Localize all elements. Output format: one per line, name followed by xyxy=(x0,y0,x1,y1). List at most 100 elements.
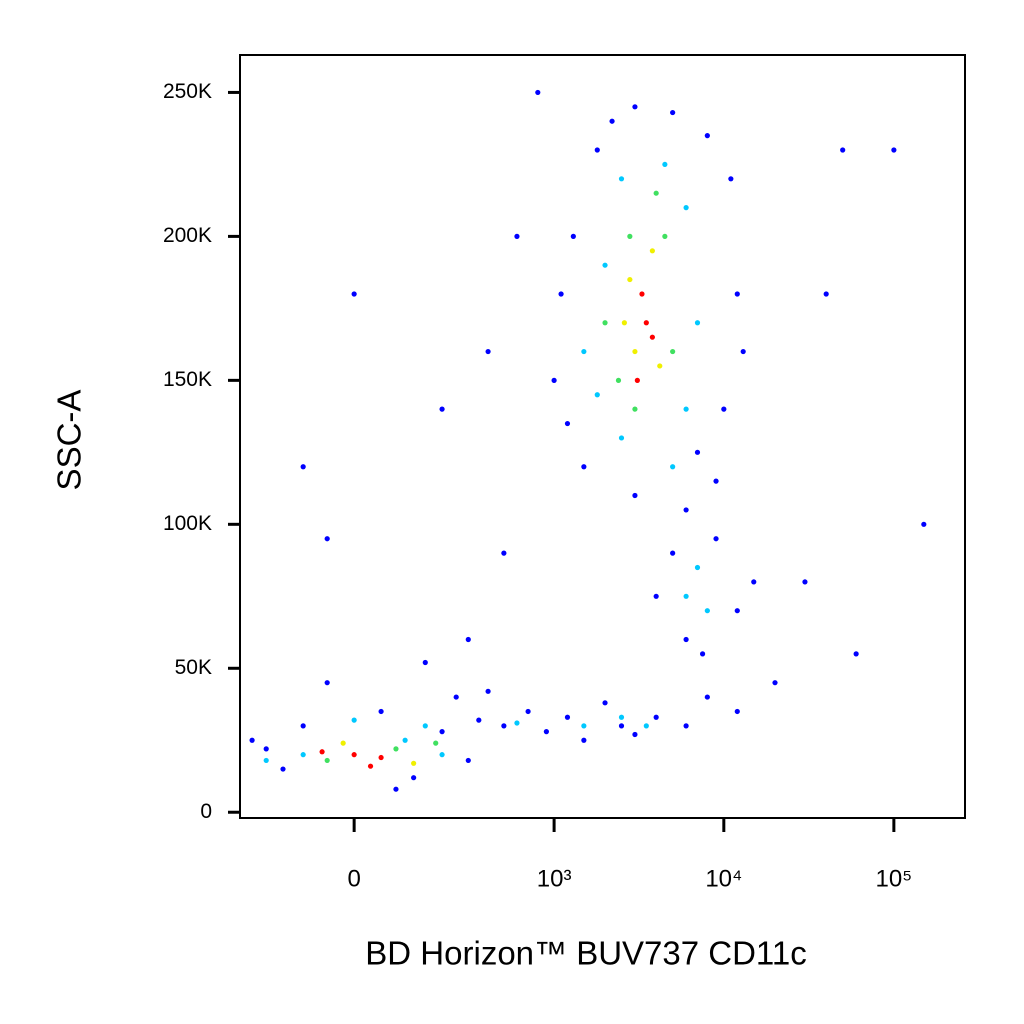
event-dot xyxy=(280,766,286,772)
event-dot xyxy=(263,746,269,752)
event-dot xyxy=(411,760,417,766)
y-axis-title: SSC-A xyxy=(51,390,88,491)
event-dot xyxy=(263,757,269,764)
event-dot xyxy=(535,89,541,96)
event-dot xyxy=(602,320,608,326)
event-dot xyxy=(670,348,676,355)
event-dot xyxy=(324,536,330,542)
event-dot xyxy=(501,550,507,556)
event-dot xyxy=(713,536,719,542)
y-tick-label: 150K xyxy=(163,368,212,391)
event-dot xyxy=(704,694,710,700)
event-dot xyxy=(300,464,306,470)
y-tick-label: 250K xyxy=(163,80,212,103)
event-dot xyxy=(581,723,587,729)
event-dot xyxy=(627,233,633,239)
event-dot xyxy=(411,775,417,781)
event-dot xyxy=(694,320,701,326)
event-dot xyxy=(639,291,645,297)
event-dot xyxy=(649,248,655,254)
event-dot xyxy=(594,392,600,398)
event-dot xyxy=(618,435,625,441)
event-dot xyxy=(643,723,649,729)
y-tick-label: 50K xyxy=(175,656,212,679)
event-dot xyxy=(621,320,627,326)
event-dot xyxy=(594,147,600,153)
event-dot xyxy=(249,737,255,743)
event-dot xyxy=(324,680,330,686)
event-dot xyxy=(618,176,625,182)
event-dot xyxy=(632,492,638,499)
event-dot xyxy=(402,737,408,743)
plot-frame xyxy=(239,54,966,819)
event-dot xyxy=(453,694,459,700)
event-dot xyxy=(643,320,649,326)
event-dot xyxy=(393,746,399,752)
event-dot xyxy=(853,651,859,657)
event-dot xyxy=(634,377,640,383)
event-dot xyxy=(300,752,306,758)
event-dot xyxy=(632,406,638,412)
event-dot xyxy=(728,176,734,182)
event-dot xyxy=(632,731,638,738)
event-dot xyxy=(683,507,689,513)
y-tick-label: 200K xyxy=(163,224,212,247)
y-tick-label: 0 xyxy=(200,800,212,823)
event-dot xyxy=(670,550,676,556)
event-dot xyxy=(618,714,625,720)
event-dot xyxy=(713,478,719,484)
event-dot xyxy=(514,233,520,239)
event-dot xyxy=(653,714,659,720)
event-dot xyxy=(632,104,638,110)
event-dot xyxy=(683,636,689,643)
event-dot xyxy=(485,348,491,355)
event-dot xyxy=(367,763,374,769)
event-dot xyxy=(525,708,531,715)
event-dot xyxy=(564,714,571,720)
event-dot xyxy=(439,729,445,735)
event-dot xyxy=(704,133,710,139)
event-dot xyxy=(581,464,587,470)
event-dot xyxy=(721,406,727,412)
x-tick-label: 10³ xyxy=(537,865,572,892)
event-dot xyxy=(378,754,384,761)
event-dot xyxy=(351,752,357,758)
x-tick-label: 10⁵ xyxy=(876,865,913,892)
event-dot xyxy=(734,708,740,715)
event-dot xyxy=(324,757,330,764)
event-dot xyxy=(485,688,491,694)
event-dot xyxy=(699,651,706,657)
event-dot xyxy=(840,147,846,153)
event-dot xyxy=(609,118,615,124)
event-dot xyxy=(570,233,576,239)
x-tick-label: 0 xyxy=(347,865,360,892)
event-dot xyxy=(772,680,778,686)
event-dot xyxy=(602,700,608,706)
event-dot xyxy=(740,348,746,355)
event-dot xyxy=(433,740,439,746)
event-dot xyxy=(351,291,357,297)
event-dot xyxy=(439,406,445,412)
event-dot xyxy=(921,521,927,527)
event-dot xyxy=(632,348,638,355)
event-dot xyxy=(627,276,633,283)
event-dot xyxy=(476,717,482,723)
event-dot xyxy=(551,377,557,383)
x-axis-title: BD Horizon™ BUV737 CD11c xyxy=(365,935,806,972)
event-dot xyxy=(581,737,587,743)
event-dot xyxy=(319,749,325,755)
event-dot xyxy=(704,608,710,614)
event-dot xyxy=(670,464,676,470)
event-dot xyxy=(465,636,471,643)
event-dot xyxy=(558,291,564,297)
event-dot xyxy=(683,205,689,211)
y-tick-label: 100K xyxy=(163,512,212,535)
event-dot xyxy=(734,608,740,614)
event-dot xyxy=(649,334,655,340)
event-dot xyxy=(602,262,608,268)
event-dot xyxy=(657,363,663,369)
event-dot xyxy=(501,723,507,729)
event-dot xyxy=(618,723,625,729)
event-dot xyxy=(683,406,689,412)
